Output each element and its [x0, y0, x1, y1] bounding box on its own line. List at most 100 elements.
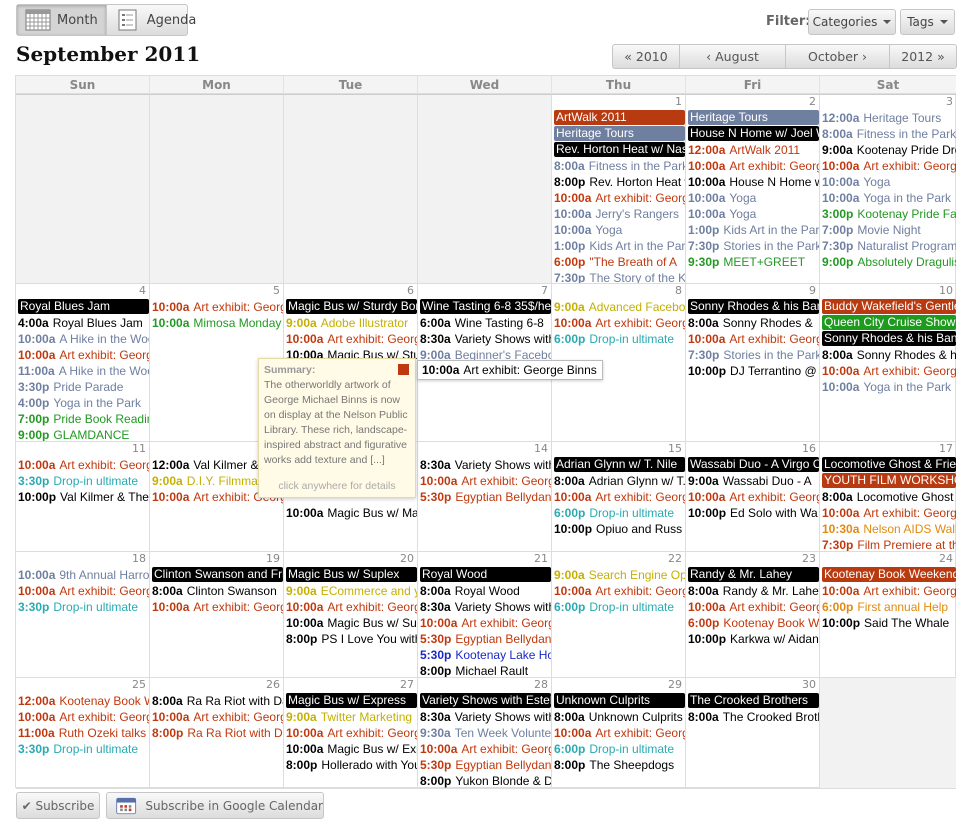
day-number[interactable]: 9: [809, 284, 816, 297]
multiday-event-bar[interactable]: Queen City Cruise Show: [822, 315, 956, 330]
multiday-event-bar[interactable]: Buddy Wakefield's Gentle: [822, 299, 956, 314]
day-number[interactable]: 5: [273, 284, 280, 297]
event-item[interactable]: 10:00a Yoga: [688, 206, 819, 222]
event-item[interactable]: 6:00a Wine Tasting 6-8: [420, 315, 551, 331]
event-item[interactable]: 4:00p Yoga in the Park: [18, 395, 149, 411]
multiday-event-bar[interactable]: Royal Blues Jam: [18, 299, 149, 314]
tags-dropdown[interactable]: Tags: [900, 9, 955, 35]
day-number[interactable]: 26: [266, 678, 280, 691]
event-item[interactable]: 9:00a Adobe Illustrator: [286, 315, 417, 331]
day-number[interactable]: 20: [400, 552, 414, 565]
multiday-event-bar[interactable]: Clinton Swanson and Friends: [152, 567, 283, 582]
event-item[interactable]: 7:30p Naturalist Program: [822, 238, 956, 254]
multiday-event-bar[interactable]: Rev. Horton Heat w/ Nashville Pussy: [554, 142, 685, 157]
day-cell[interactable]: 23 Randy & Mr. Lahey 8:00a Randy & Mr. Lahe…: [686, 552, 820, 678]
prev-year-button[interactable]: « 2010: [624, 49, 668, 64]
multiday-event-bar[interactable]: Royal Wood: [420, 567, 551, 582]
event-item[interactable]: 8:00a Clinton Swanson: [152, 583, 283, 599]
day-cell[interactable]: 7 Wine Tasting 6-8 35$/head 6:00a Wine Tast…: [418, 284, 552, 442]
event-item[interactable]: 8:00a Fitness in the Park: [554, 158, 685, 174]
multiday-event-bar[interactable]: Sonny Rhodes & his Band: [822, 331, 956, 346]
multiday-event-bar[interactable]: Randy & Mr. Lahey: [688, 567, 819, 582]
agenda-view-button[interactable]: Agenda: [105, 5, 205, 35]
event-item[interactable]: 10:00a Yoga: [688, 190, 819, 206]
event-item[interactable]: 10:00p Opiuo and Russ: [554, 521, 685, 537]
day-cell[interactable]: 24 Kootenay Book Weekend 10:00a Art exhibit…: [820, 552, 956, 678]
event-item[interactable]: 3:30p Drop-in ultimate: [18, 599, 149, 615]
multiday-event-bar[interactable]: The Crooked Brothers: [688, 693, 819, 708]
event-item[interactable]: 8:00a Locomotive Ghost: [822, 489, 956, 505]
day-cell[interactable]: 19 Clinton Swanson and Friends 8:00aClinto…: [150, 552, 284, 678]
day-number[interactable]: 7: [541, 284, 548, 297]
day-number[interactable]: 15: [668, 442, 682, 455]
event-item[interactable]: 6:00p First annual Help: [822, 599, 956, 615]
multiday-event-bar[interactable]: Magic Bus w/ Sturdy Bones: [286, 299, 417, 314]
day-number[interactable]: 10: [939, 284, 953, 297]
day-number[interactable]: 25: [132, 678, 146, 691]
day-number[interactable]: 23: [802, 552, 816, 565]
event-item[interactable]: 3:30p Drop-in ultimate: [18, 473, 149, 489]
event-item[interactable]: 10:00a Yoga: [822, 174, 956, 190]
event-item[interactable]: 3:30p Drop-in ultimate: [18, 741, 149, 757]
day-number[interactable]: 2: [809, 95, 816, 108]
event-item[interactable]: 8:00a Unknown Culprits: [554, 709, 685, 725]
day-number[interactable]: 3: [946, 95, 953, 108]
multiday-event-bar[interactable]: Unknown Culprits: [554, 693, 685, 708]
day-number[interactable]: 18: [132, 552, 146, 565]
event-item[interactable]: 4:00a Royal Blues Jam: [18, 315, 149, 331]
multiday-event-bar[interactable]: Magic Bus w/ Suplex: [286, 567, 417, 582]
multiday-event-bar[interactable]: ArtWalk 2011: [554, 110, 685, 125]
day-cell[interactable]: 3 12:00a Heritage Tours 8:00a Fitness in the…: [820, 94, 956, 284]
day-cell[interactable]: 18 10:00a 9th Annual Harrop 10:00a Art exhib…: [16, 552, 150, 678]
event-item[interactable]: 10:00p Said The Whale: [822, 615, 956, 631]
event-item[interactable]: 10:00a Yoga in the Park: [822, 190, 956, 206]
event-item[interactable]: 7:30p Stories in the Park: [688, 347, 819, 363]
day-cell[interactable]: 1 ArtWalk 2011 Heritage Tours Rev. Horton H…: [552, 94, 686, 284]
day-cell[interactable]: 9 Sonny Rhodes & his Band 8:00a Sonny Rhode…: [686, 284, 820, 442]
google-calendar-subscribe-button[interactable]: Subscribe in Google Calendar: [106, 792, 324, 819]
event-item[interactable]: 6:00p "The Breath of A: [554, 254, 685, 270]
day-cell[interactable]: 4 Royal Blues Jam 4:00a Royal Blues Jam 10:0…: [16, 284, 150, 442]
event-item[interactable]: 7:00p Movie Night: [822, 222, 956, 238]
event-item[interactable]: 8:00a Fitness in the Park: [822, 126, 956, 142]
event-item[interactable]: 10:00a Yoga in the Park: [822, 379, 956, 395]
event-item[interactable]: 7:30p Film Premiere at the: [822, 537, 956, 551]
event-item[interactable]: 10:00a Jerry's Rangers: [554, 206, 685, 222]
multiday-event-bar[interactable]: Adrian Glynn w/ T. Nile: [554, 457, 685, 472]
day-number[interactable]: 16: [802, 442, 816, 455]
day-cell[interactable]: 20 Magic Bus w/ Suplex 9:00a ECommerce and …: [284, 552, 418, 678]
event-item[interactable]: 11:00a Ruth Ozeki talks: [18, 725, 149, 741]
event-item[interactable]: 8:30a Variety Shows with: [420, 457, 551, 473]
